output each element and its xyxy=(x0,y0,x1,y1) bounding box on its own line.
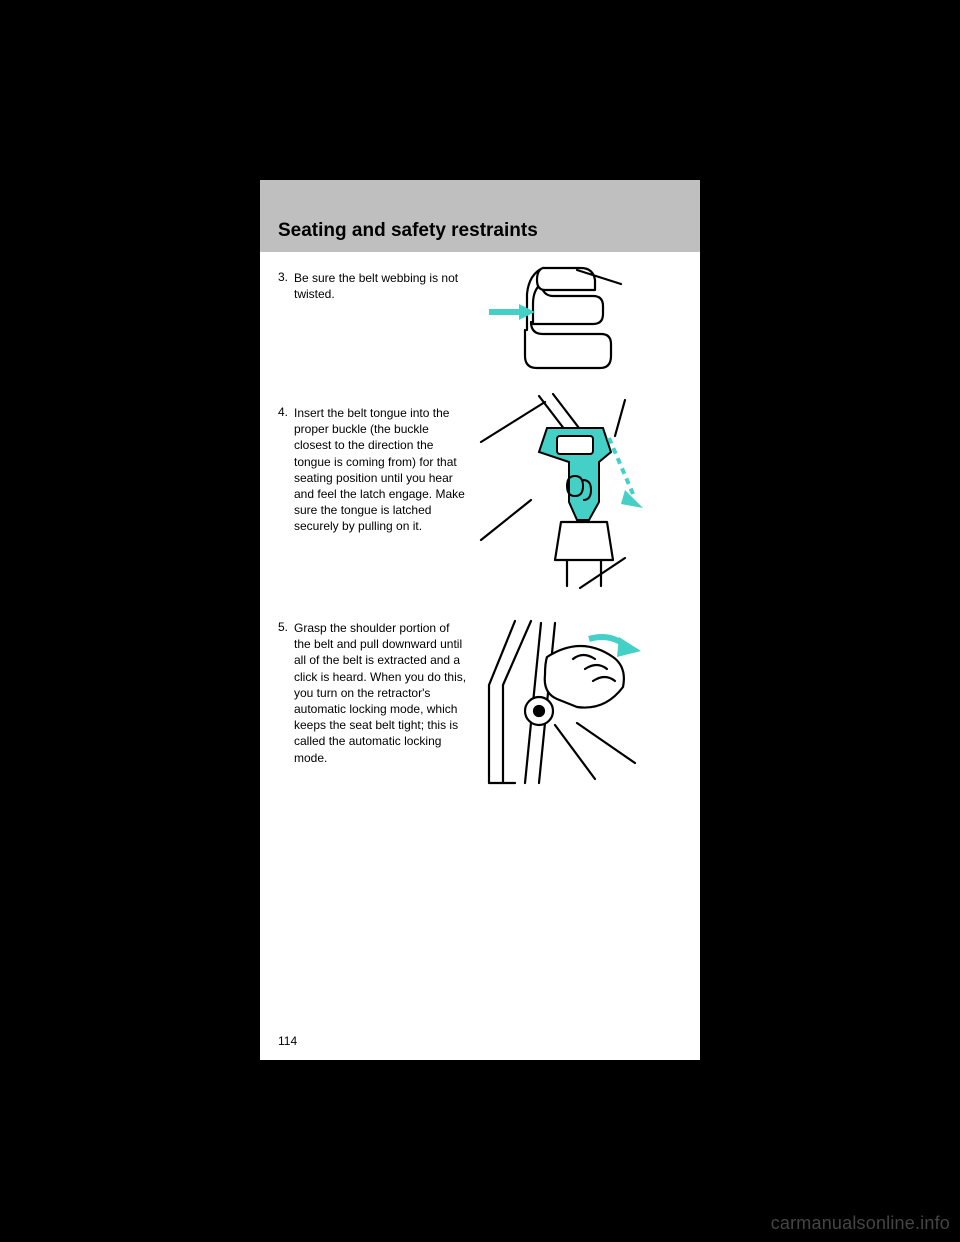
step-4-number: 4. xyxy=(278,405,288,419)
page-number: 114 xyxy=(278,1034,297,1048)
figure-buckle-icon xyxy=(475,390,655,600)
figure-seat-icon xyxy=(485,260,645,380)
step-5-text: Grasp the shoulder portion of the belt a… xyxy=(294,620,469,766)
manual-page: Seating and safety restraints 3. Be sure… xyxy=(260,180,700,1060)
step-4-text: Insert the belt tongue into the proper b… xyxy=(294,405,469,535)
arrow-icon xyxy=(609,438,643,508)
watermark-text: carmanualsonline.info xyxy=(771,1213,950,1234)
section-title: Seating and safety restraints xyxy=(278,220,538,242)
step-3-number: 3. xyxy=(278,270,288,284)
section-header: Seating and safety restraints xyxy=(260,180,700,252)
step-3-text: Be sure the belt webbing is not twisted. xyxy=(294,270,469,302)
step-5-number: 5. xyxy=(278,620,288,634)
figure-shoulder-icon xyxy=(485,615,655,795)
buckle-tongue xyxy=(539,428,611,520)
